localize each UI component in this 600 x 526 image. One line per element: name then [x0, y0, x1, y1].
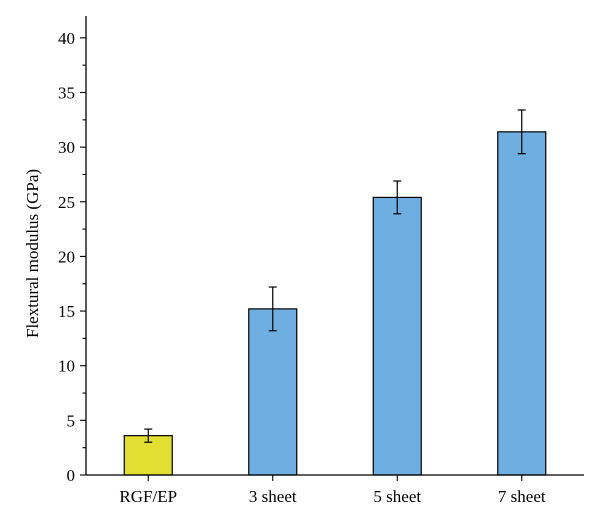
- y-tick-label: 25: [58, 193, 75, 212]
- x-tick-label: RGF/EP: [119, 487, 177, 506]
- bar-5-sheet: [372, 196, 422, 476]
- bar-3-sheet: [248, 308, 298, 476]
- x-tick-label: 5 sheet: [373, 487, 421, 506]
- y-tick-label: 5: [67, 411, 76, 430]
- y-tick-label: 35: [58, 84, 75, 103]
- x-ticks-group: RGF/EP 3 sheet 5 sheet 7 sheet: [119, 475, 546, 506]
- x-tick-label: 7 sheet: [498, 487, 546, 506]
- y-tick-label: 40: [58, 29, 75, 48]
- error-bar: [393, 180, 402, 215]
- x-tick-label: 3 sheet: [249, 487, 297, 506]
- error-bars-group: [144, 109, 526, 443]
- y-tick-label: 30: [58, 138, 75, 157]
- error-bar: [144, 428, 153, 443]
- y-tick-label: 10: [58, 357, 75, 376]
- error-bar: [517, 109, 526, 155]
- y-ticks-group: 0 5 10 15 20 25 30 35 40: [58, 29, 86, 485]
- y-tick-label: 15: [58, 302, 75, 321]
- bars-group: [123, 131, 547, 476]
- y-tick-label: 0: [67, 466, 76, 485]
- y-axis-label: Flextural modulus (GPa): [23, 169, 42, 338]
- y-tick-label: 20: [58, 247, 75, 266]
- error-bar: [268, 286, 277, 332]
- bar-7-sheet: [497, 131, 547, 476]
